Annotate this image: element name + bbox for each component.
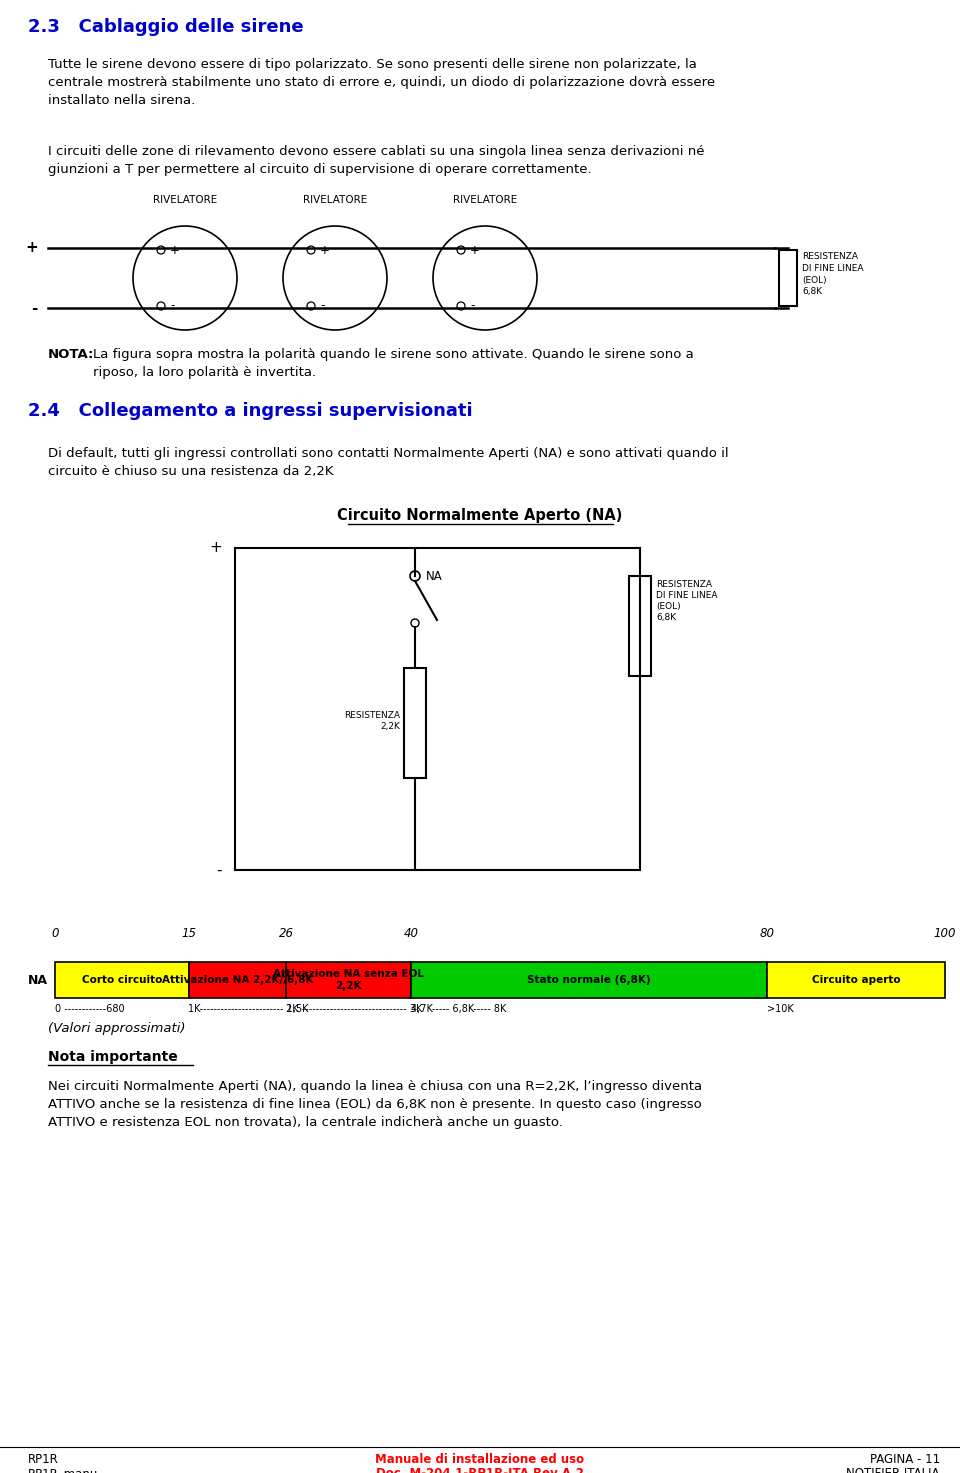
Bar (779, 250, 797, 306)
Text: Doc. M-204.1-RP1R-ITA Rev A.2: Doc. M-204.1-RP1R-ITA Rev A.2 (376, 1467, 584, 1473)
Text: +: + (25, 240, 38, 255)
Text: 100: 100 (934, 927, 956, 940)
Text: Tutte le sirene devono essere di tipo polarizzato. Se sono presenti delle sirene: Tutte le sirene devono essere di tipo po… (48, 57, 715, 108)
Text: NOTA:: NOTA: (48, 348, 94, 361)
Text: +: + (470, 243, 480, 256)
Text: La figura sopra mostra la polarità quando le sirene sono attivate. Quando le sir: La figura sopra mostra la polarità quand… (93, 348, 694, 379)
Text: RESISTENZA
DI FINE LINEA
(EOL)
6,8K: RESISTENZA DI FINE LINEA (EOL) 6,8K (656, 580, 717, 622)
Text: RIVELATORE: RIVELATORE (302, 194, 367, 205)
Text: Manuale di installazione ed uso: Manuale di installazione ed uso (375, 1452, 585, 1466)
Text: 15: 15 (181, 927, 196, 940)
Text: Di default, tutti gli ingressi controllati sono contatti Normalmente Aperti (NA): Di default, tutti gli ingressi controlla… (48, 446, 729, 479)
Text: Corto circuito: Corto circuito (82, 975, 162, 985)
Text: Attivazione NA 2,2K//6,8K: Attivazione NA 2,2K//6,8K (161, 975, 313, 985)
Text: RP1R: RP1R (28, 1452, 59, 1466)
Text: Nei circuiti Normalmente Aperti (NA), quando la linea è chiusa con una R=2,2K, l: Nei circuiti Normalmente Aperti (NA), qu… (48, 1080, 702, 1128)
Text: 2K ------------------------------ 3K: 2K ------------------------------ 3K (286, 1005, 422, 1013)
Text: 4,7K----- 6,8K----- 8K: 4,7K----- 6,8K----- 8K (411, 1005, 506, 1013)
Text: Attivazione NA senza EOL
2,2K: Attivazione NA senza EOL 2,2K (274, 969, 424, 991)
Text: -: - (170, 299, 175, 312)
Text: (Valori approssimati): (Valori approssimati) (48, 1022, 185, 1036)
Text: 80: 80 (759, 927, 775, 940)
Text: DI FINE LINEA: DI FINE LINEA (802, 264, 863, 273)
Text: 2.3   Cablaggio delle sirene: 2.3 Cablaggio delle sirene (28, 18, 303, 35)
Text: 40: 40 (403, 927, 419, 940)
Text: -: - (320, 299, 324, 312)
Text: NA: NA (426, 570, 443, 582)
Text: -: - (32, 300, 38, 315)
Text: Circuito aperto: Circuito aperto (812, 975, 900, 985)
Text: 2.4   Collegamento a ingressi supervisionati: 2.4 Collegamento a ingressi supervisiona… (28, 402, 472, 420)
Text: +: + (320, 243, 330, 256)
Bar (411, 962, 767, 999)
Text: RIVELATORE: RIVELATORE (453, 194, 517, 205)
Text: 6,8K: 6,8K (802, 287, 822, 296)
Text: 0: 0 (51, 927, 59, 940)
Bar (55, 962, 188, 999)
Text: RESISTENZA
2,2K: RESISTENZA 2,2K (344, 711, 400, 731)
Text: RP1R_manu: RP1R_manu (28, 1467, 98, 1473)
Text: Stato normale (6,8K): Stato normale (6,8K) (527, 975, 651, 985)
Text: RESISTENZA: RESISTENZA (802, 252, 858, 261)
Bar (188, 962, 286, 999)
Text: 0 ------------680: 0 ------------680 (55, 1005, 125, 1013)
Text: -: - (470, 299, 474, 312)
Text: 26: 26 (279, 927, 294, 940)
Text: PAGINA - 11: PAGINA - 11 (870, 1452, 940, 1466)
Text: +: + (170, 243, 180, 256)
Text: 1K------------------------ 1,5K: 1K------------------------ 1,5K (188, 1005, 309, 1013)
Text: RIVELATORE: RIVELATORE (153, 194, 217, 205)
Text: (EOL): (EOL) (802, 275, 827, 284)
Text: NA: NA (28, 974, 48, 987)
Text: -: - (217, 863, 222, 878)
Bar (404, 667, 426, 778)
Bar (767, 962, 945, 999)
Bar (286, 962, 411, 999)
Text: NOTIFIER ITALIA: NOTIFIER ITALIA (847, 1467, 940, 1473)
Text: Circuito Normalmente Aperto (NA): Circuito Normalmente Aperto (NA) (337, 508, 623, 523)
Bar (629, 576, 651, 676)
Text: I circuiti delle zone di rilevamento devono essere cablati su una singola linea : I circuiti delle zone di rilevamento dev… (48, 144, 705, 175)
Text: Nota importante: Nota importante (48, 1050, 178, 1064)
Text: >10K: >10K (767, 1005, 794, 1013)
Text: +: + (209, 541, 222, 555)
